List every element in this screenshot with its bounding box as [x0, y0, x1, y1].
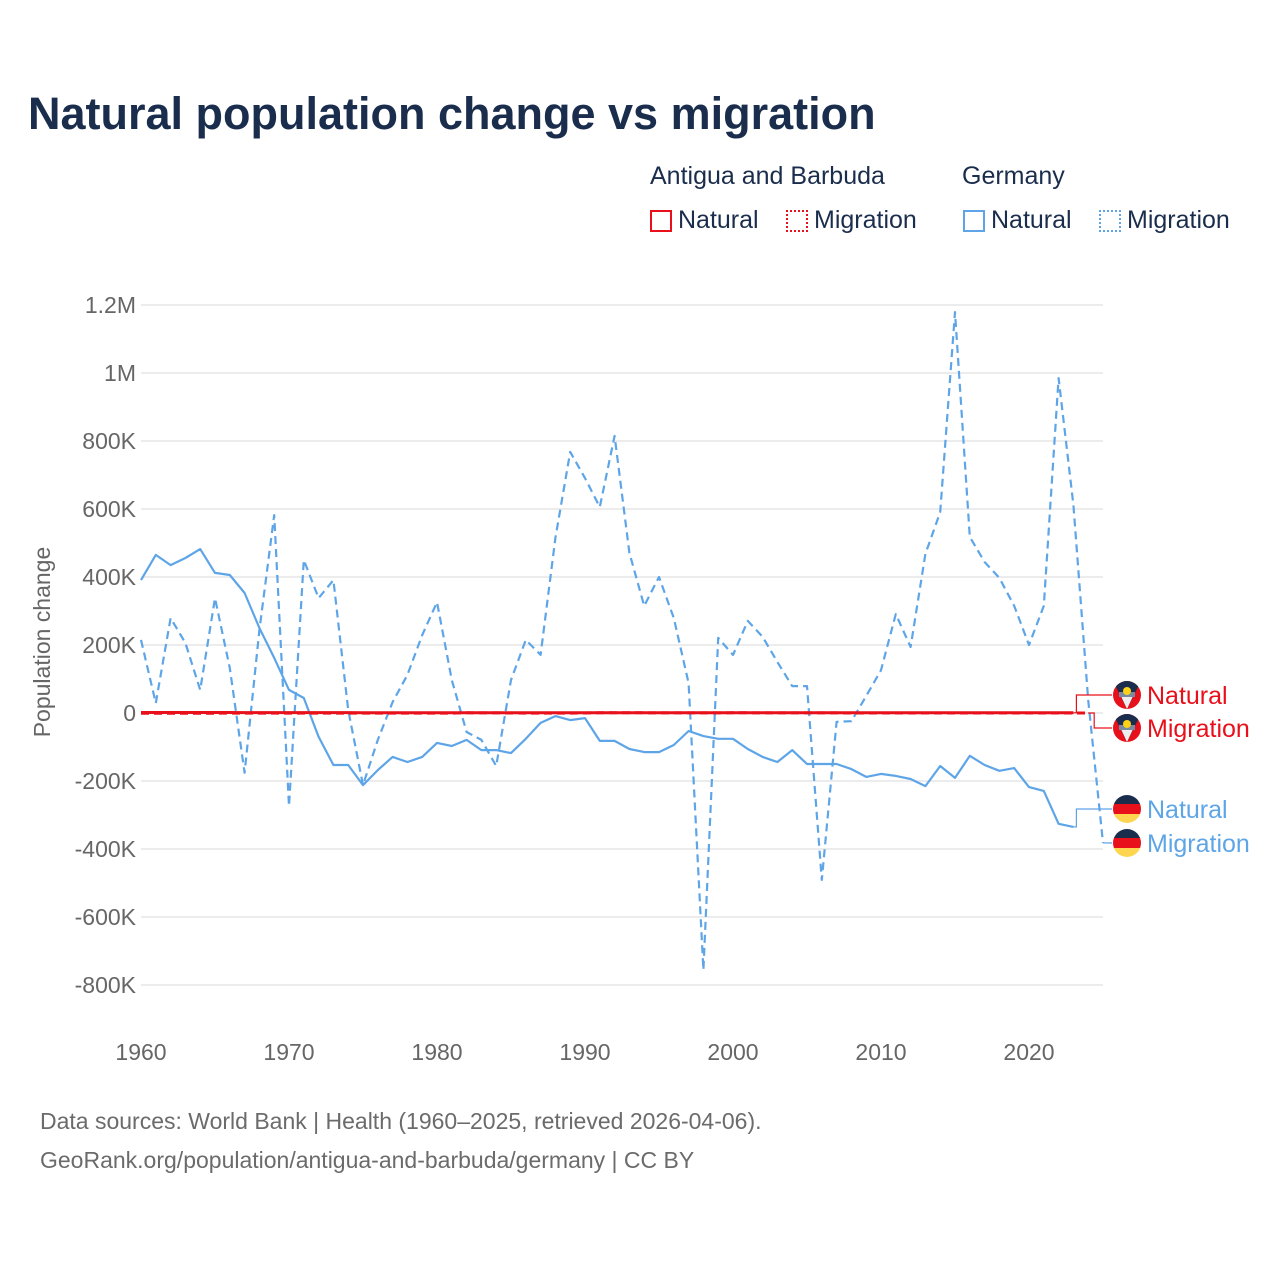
flag-body	[1113, 829, 1141, 857]
flag-sun	[1123, 687, 1131, 695]
x-tick-label: 1960	[115, 1039, 166, 1065]
flag-black	[1113, 795, 1141, 804]
end-label: Natural	[1147, 682, 1228, 710]
y-tick-label: -600K	[75, 904, 137, 930]
footer-link[interactable]: GeoRank.org/population/antigua-and-barbu…	[40, 1147, 695, 1173]
y-tick-label: -800K	[75, 972, 137, 998]
x-tick-label: 2020	[1003, 1039, 1054, 1065]
legend-label: Natural	[991, 206, 1072, 234]
y-tick-label: -400K	[75, 836, 137, 862]
legend-item-germany-natural[interactable]: Natural	[963, 206, 1072, 235]
flag-body	[1113, 795, 1141, 823]
legend-group-antigua: Antigua and Barbuda	[650, 162, 885, 190]
flag-red	[1113, 838, 1141, 848]
legend-item-antigua-natural[interactable]: Natural	[650, 206, 759, 235]
y-tick-label: 1.2M	[85, 292, 136, 318]
y-tick-label: 0	[123, 700, 136, 726]
legend-label: Natural	[678, 206, 759, 234]
end-label: Natural	[1147, 796, 1228, 824]
y-tick-label: 800K	[82, 428, 136, 454]
antigua-flag-icon	[1113, 681, 1141, 709]
flag-black	[1113, 829, 1141, 838]
y-tick-label: -200K	[75, 768, 137, 794]
series-line-germany-natural	[140, 548, 1074, 828]
germany-flag-icon	[1113, 795, 1141, 823]
end-label-connector	[1088, 712, 1112, 729]
chart-title: Natural population change vs migration	[28, 88, 876, 139]
end-label-connector	[1073, 694, 1112, 714]
end-label: Migration	[1147, 715, 1250, 743]
end-label: Migration	[1147, 830, 1250, 858]
series-line-germany-migration	[139, 311, 1105, 972]
germany-flag-icon	[1113, 829, 1141, 857]
legend-swatch-dotted-blue	[1099, 209, 1121, 232]
legend-swatch-solid-blue	[963, 209, 985, 232]
legend-label: Migration	[1127, 206, 1230, 234]
y-tick-label: 200K	[82, 632, 136, 658]
legend-group-germany: Germany	[962, 162, 1065, 190]
legend-item-antigua-migration[interactable]: Migration	[786, 206, 917, 235]
flag-red	[1113, 804, 1141, 814]
x-tick-label: 2010	[855, 1039, 906, 1065]
x-tick-label: 1980	[411, 1039, 462, 1065]
flag-gold	[1113, 814, 1141, 823]
y-tick-label: 1M	[104, 360, 136, 386]
legend-label: Migration	[814, 206, 917, 234]
x-tick-label: 1970	[263, 1039, 314, 1065]
legend-swatch-dotted-red	[786, 209, 808, 232]
antigua-flag-icon	[1113, 714, 1141, 742]
x-tick-label: 1990	[559, 1039, 610, 1065]
legend-item-germany-migration[interactable]: Migration	[1099, 206, 1230, 235]
flag-gold	[1113, 848, 1141, 857]
legend-swatch-solid-red	[650, 209, 672, 232]
flag-sun	[1123, 720, 1131, 728]
y-tick-label: 400K	[82, 564, 136, 590]
footer-source: Data sources: World Bank | Health (1960–…	[40, 1108, 762, 1134]
x-tick-label: 2000	[707, 1039, 758, 1065]
flag-body	[1113, 714, 1141, 742]
y-axis-label: Population change	[29, 547, 55, 738]
y-tick-label: 600K	[82, 496, 136, 522]
flag-body	[1113, 681, 1141, 709]
end-label-connector	[1073, 808, 1112, 828]
